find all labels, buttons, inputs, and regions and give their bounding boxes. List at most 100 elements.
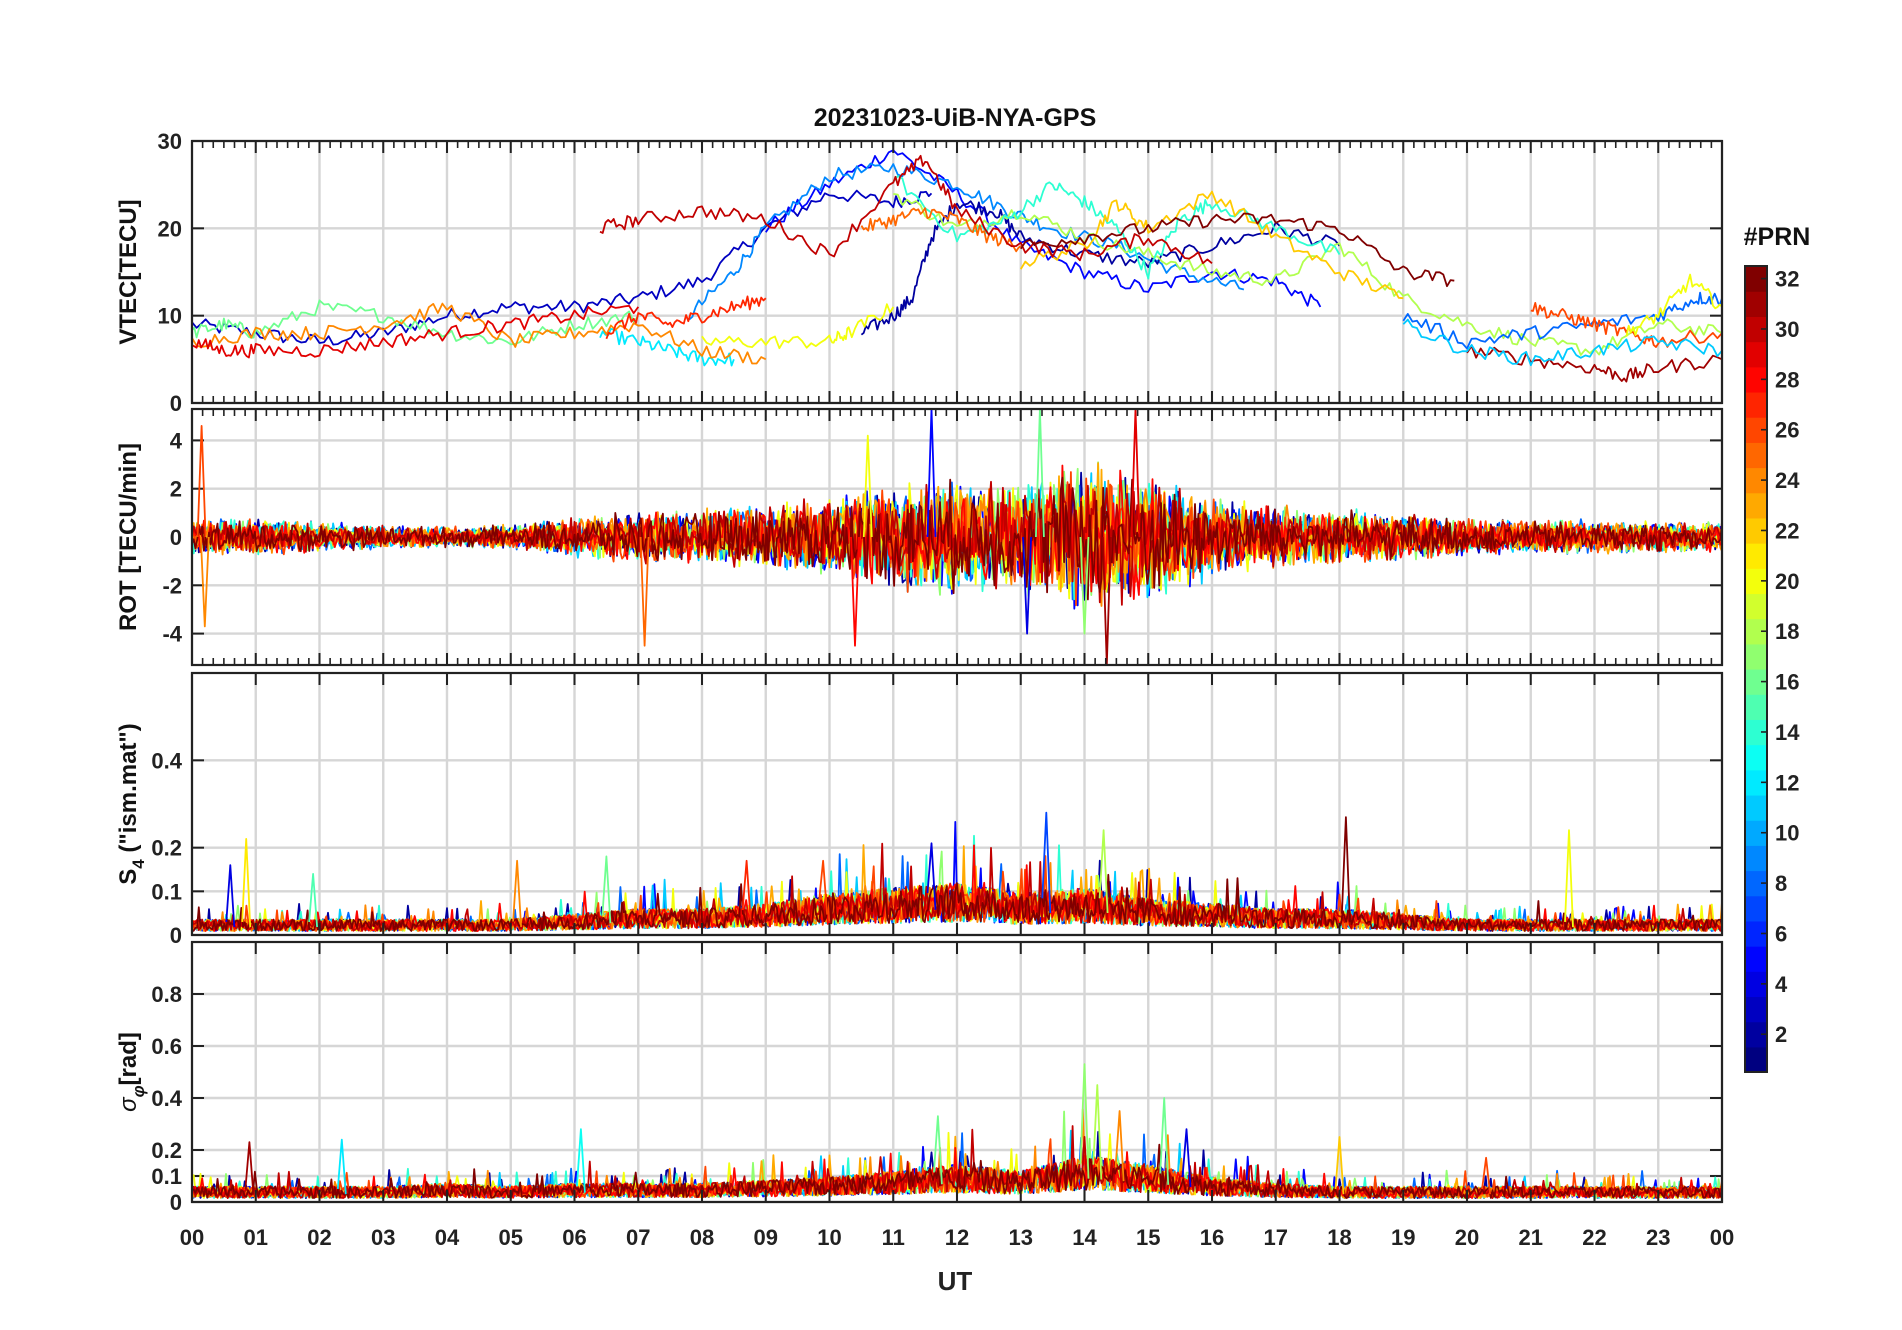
- vtec-series-prn-20: [1625, 273, 1722, 337]
- rot-peak-prn-29: [1130, 409, 1141, 538]
- colorbar-band: [1745, 517, 1767, 544]
- y-tick-label-vtec: 30: [158, 129, 182, 154]
- y-tick-label-vtec: 0: [170, 391, 182, 416]
- x-tick-label: 22: [1582, 1225, 1606, 1250]
- s4-peak-prn-21: [241, 838, 252, 928]
- s4-peak-prn-16: [601, 855, 612, 924]
- x-tick-label: 16: [1200, 1225, 1224, 1250]
- x-tick-label: 20: [1455, 1225, 1479, 1250]
- y-label-suffix: [rad]: [115, 1032, 142, 1085]
- panel-sigma: 00.10.20.40.60.8σφ[rad]: [115, 940, 1724, 1215]
- colorbar-label: #PRN: [1744, 223, 1811, 251]
- x-tick-label: 23: [1646, 1225, 1670, 1250]
- colorbar-band: [1745, 568, 1767, 595]
- s4-peak-prn-15: [308, 873, 318, 928]
- x-tick-label: 19: [1391, 1225, 1415, 1250]
- y-tick-label-sigma: 0.8: [151, 982, 182, 1007]
- x-tick-label: 13: [1009, 1225, 1033, 1250]
- series-group-vtec: [192, 149, 1722, 383]
- colorbar-band: [1745, 643, 1767, 670]
- rot-peak-prn-31: [1101, 536, 1112, 665]
- s4-peak-prn-27: [741, 859, 752, 921]
- x-axis-label: UT: [938, 1266, 973, 1296]
- y-axis-label-s4: S4 ("ism.mat"): [115, 723, 148, 885]
- colorbar-band: [1745, 391, 1767, 418]
- x-tick-label: 15: [1136, 1225, 1160, 1250]
- y-tick-label-s4: 0.2: [151, 836, 182, 861]
- colorbar-tick-label: 28: [1775, 367, 1799, 392]
- sigma-peak-prn-12: [336, 1138, 347, 1195]
- x-tick-label: 00: [1710, 1225, 1734, 1250]
- rot-peak-prn-24: [199, 536, 210, 628]
- y-axis-label-vtec: VTEC[TECU]: [115, 199, 142, 344]
- sigma-peak-prn-18: [1092, 1084, 1103, 1180]
- x-tick-label: 10: [817, 1225, 841, 1250]
- y-tick-label-s4: 0.4: [151, 748, 182, 773]
- vtec-series-prn-25: [860, 207, 1022, 253]
- colorbar-tick-label: 14: [1775, 720, 1800, 745]
- rot-peak-prn-17: [1079, 536, 1090, 635]
- colorbar-band: [1745, 870, 1767, 897]
- sigma-peak-prn-26: [1481, 1156, 1491, 1195]
- x-tick-label: 00: [180, 1225, 204, 1250]
- rot-peak-prn-20: [862, 434, 873, 538]
- x-tick-label: 04: [435, 1225, 460, 1250]
- x-tick-label: 21: [1519, 1225, 1543, 1250]
- sigma-peak-prn-13: [576, 1128, 586, 1193]
- colorbar-tick-label: 10: [1775, 821, 1799, 846]
- x-tick-label: 12: [945, 1225, 969, 1250]
- sigma-peak-prn-4: [1181, 1128, 1192, 1188]
- rot-peak-prn-4: [1022, 536, 1032, 635]
- rot-peak-prn-25: [639, 536, 650, 647]
- y-tick-label-sigma: 0.4: [151, 1086, 182, 1111]
- y-tick-label-rot: -4: [162, 622, 182, 647]
- s4-peak-prn-4: [225, 864, 236, 928]
- sigma-peak-prn-17: [1079, 1063, 1090, 1179]
- y-label-subscript: 4: [129, 859, 148, 869]
- colorbar-band: [1745, 291, 1767, 317]
- x-tick-label: 18: [1327, 1225, 1351, 1250]
- vtec-series-prn-11: [1402, 318, 1722, 367]
- vtec-series-prn-32: [1020, 212, 1455, 288]
- x-tick-label: 11: [882, 1225, 905, 1250]
- y-tick-label-sigma: 0.2: [151, 1138, 182, 1163]
- colorbar-tick-label: 8: [1775, 871, 1787, 896]
- y-tick-label-sigma: 0.1: [151, 1164, 182, 1189]
- s4-peak-prn-18: [1098, 829, 1109, 914]
- vtec-series-prn-16: [192, 299, 640, 346]
- vtec-series-prn-18: [893, 193, 1722, 356]
- colorbar-tick-label: 22: [1775, 518, 1799, 543]
- rot-peak-prn-5: [926, 409, 937, 538]
- colorbar-tick-label: 26: [1775, 418, 1799, 443]
- colorbar-band: [1745, 996, 1767, 1023]
- s4-peak-prn-4: [926, 842, 937, 910]
- y-label-main: σ: [115, 1096, 142, 1112]
- y-tick-label-rot: 2: [170, 477, 182, 502]
- panel-vtec: 0 10 20 30 VTEC[TECU]: [115, 129, 1724, 416]
- colorbar-band: [1745, 366, 1767, 393]
- colorbar-tick-label: 20: [1775, 569, 1799, 594]
- vtec-series-prn-22: [1020, 190, 1404, 300]
- colorbar-band: [1745, 1046, 1767, 1073]
- y-tick-label-vtec: 20: [158, 216, 182, 241]
- colorbar-tick-label: 4: [1775, 972, 1788, 997]
- colorbar-band: [1745, 543, 1767, 569]
- s4-peak-prn-7: [1041, 811, 1052, 914]
- y-tick-label-rot: -2: [162, 573, 182, 598]
- colorbar-band: [1745, 442, 1767, 469]
- vtec-series-prn-20: [701, 303, 895, 350]
- colorbar-band: [1745, 341, 1767, 368]
- panel-s4: 00.10.20.4S4 ("ism.mat"): [115, 671, 1724, 948]
- colorbar-band: [1745, 719, 1767, 746]
- vtec-series-prn-9: [688, 162, 1245, 321]
- colorbar-band: [1745, 971, 1767, 998]
- x-tick-label: 06: [562, 1225, 586, 1250]
- y-tick-label-rot: 4: [170, 428, 183, 453]
- rot-peak-prn-16: [1035, 409, 1045, 538]
- vtec-series-prn-12: [599, 327, 735, 367]
- y-axis-label-sigma: σφ[rad]: [115, 1032, 148, 1112]
- colorbar-band: [1745, 492, 1767, 519]
